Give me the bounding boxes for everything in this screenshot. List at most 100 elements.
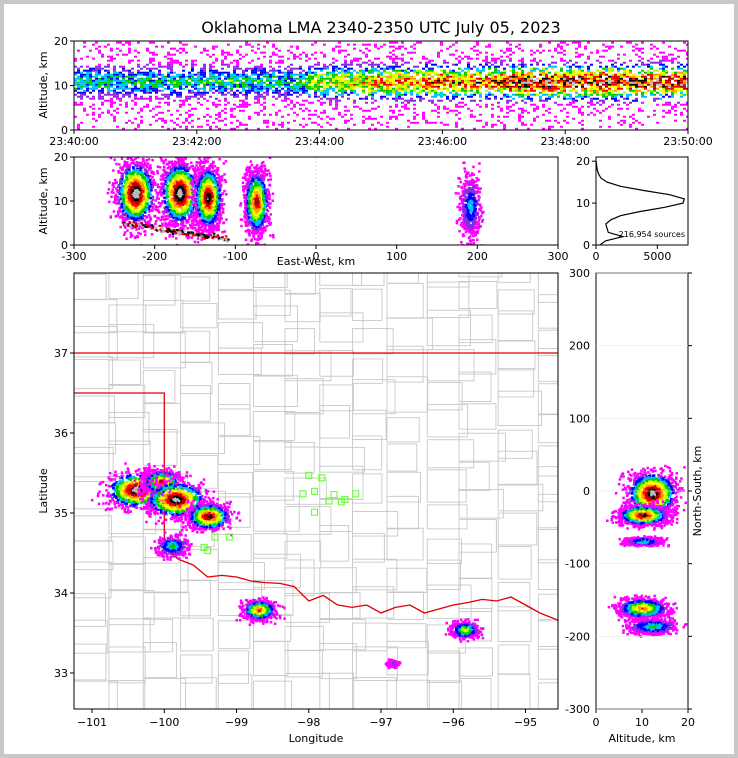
time-altitude-source-cell bbox=[518, 115, 521, 118]
time-altitude-source-cell bbox=[545, 81, 548, 84]
time-altitude-source-cell bbox=[161, 83, 164, 86]
time-altitude-source-cell bbox=[587, 81, 590, 84]
time-altitude-source-cell bbox=[422, 83, 425, 86]
time-altitude-source-cell bbox=[146, 71, 149, 74]
time-altitude-source-cell bbox=[113, 65, 116, 68]
time-altitude-source-cell bbox=[425, 93, 428, 96]
time-altitude-source-cell bbox=[440, 83, 443, 86]
time-altitude-source-cell bbox=[101, 75, 104, 78]
time-altitude-source-cell bbox=[635, 53, 638, 56]
time-altitude-source-cell bbox=[467, 89, 470, 92]
time-altitude-source-cell bbox=[143, 97, 146, 100]
time-altitude-source-cell bbox=[584, 79, 587, 82]
eastwest-source-cell bbox=[128, 175, 132, 178]
time-altitude-source-cell bbox=[344, 59, 347, 62]
time-altitude-source-cell bbox=[179, 93, 182, 96]
time-altitude-source-cell bbox=[275, 81, 278, 84]
time-altitude-source-cell bbox=[497, 87, 500, 90]
time-altitude-source-cell bbox=[131, 71, 134, 74]
eastwest-source-cell bbox=[140, 216, 144, 220]
time-altitude-source-cell bbox=[521, 73, 524, 76]
time-altitude-source-cell bbox=[341, 67, 344, 70]
time-altitude-source-cell bbox=[197, 77, 200, 80]
time-altitude-source-cell bbox=[554, 81, 557, 84]
time-altitude-source-cell bbox=[383, 43, 386, 46]
time-altitude-source-cell bbox=[308, 57, 311, 60]
eastwest-source-cell bbox=[128, 215, 132, 219]
time-altitude-source-cell bbox=[449, 81, 452, 84]
time-altitude-source-cell bbox=[200, 93, 203, 96]
time-altitude-source-cell bbox=[473, 79, 476, 82]
time-altitude-source-cell bbox=[260, 93, 263, 96]
time-altitude-source-cell bbox=[437, 91, 440, 94]
time-altitude-source-cell bbox=[203, 63, 206, 66]
time-altitude-source-cell bbox=[98, 81, 101, 84]
time-altitude-source-cell bbox=[113, 91, 116, 94]
time-altitude-source-cell bbox=[230, 73, 233, 76]
time-altitude-source-cell bbox=[254, 83, 257, 86]
eastwest-source-cell bbox=[130, 191, 133, 194]
time-altitude-source-cell bbox=[137, 87, 140, 90]
time-altitude-source-cell bbox=[662, 115, 665, 118]
time-altitude-source-cell bbox=[221, 61, 224, 64]
time-altitude-source-cell bbox=[518, 85, 521, 88]
time-altitude-source-cell bbox=[179, 79, 182, 82]
time-altitude-source-cell bbox=[470, 57, 473, 60]
time-altitude-source-cell bbox=[122, 81, 125, 84]
time-altitude-source-cell bbox=[533, 107, 536, 110]
time-altitude-source-cell bbox=[560, 69, 563, 72]
time-altitude-source-cell bbox=[320, 73, 323, 76]
time-altitude-source-cell bbox=[233, 93, 236, 96]
time-altitude-source-cell bbox=[281, 77, 284, 80]
eastwest-source-cell bbox=[123, 231, 127, 234]
time-altitude-source-cell bbox=[545, 73, 548, 76]
time-altitude-source-cell bbox=[143, 77, 146, 80]
time-altitude-source-cell bbox=[317, 99, 320, 102]
time-altitude-source-cell bbox=[668, 101, 671, 104]
eastwest-source-cell bbox=[172, 179, 176, 182]
eastwest-source-cell bbox=[147, 146, 150, 149]
eastwest-source-cell bbox=[137, 188, 141, 192]
eastwest-source-cell bbox=[152, 171, 155, 174]
time-altitude-source-cell bbox=[323, 83, 326, 86]
time-altitude-source-cell bbox=[245, 91, 248, 94]
time-altitude-source-cell bbox=[278, 95, 281, 98]
eastwest-source-cell bbox=[136, 169, 140, 172]
time-altitude-source-cell bbox=[98, 51, 101, 54]
time-altitude-source-cell bbox=[224, 93, 227, 96]
time-altitude-source-cell bbox=[491, 79, 494, 82]
time-altitude-source-cell bbox=[512, 89, 515, 92]
time-altitude-source-cell bbox=[416, 81, 419, 84]
time-altitude-source-cell bbox=[458, 81, 461, 84]
time-altitude-source-cell bbox=[233, 73, 236, 76]
eastwest-source-cell bbox=[148, 168, 151, 171]
time-altitude-source-cell bbox=[290, 77, 293, 80]
time-altitude-source-cell bbox=[80, 81, 83, 84]
time-altitude-source-cell bbox=[251, 89, 254, 92]
eastwest-source-cell bbox=[136, 163, 139, 167]
time-altitude-source-cell bbox=[248, 87, 251, 90]
time-altitude-source-cell bbox=[476, 49, 479, 52]
time-altitude-source-cell bbox=[350, 61, 353, 64]
time-altitude-source-cell bbox=[365, 55, 368, 58]
time-altitude-source-cell bbox=[281, 75, 284, 78]
time-altitude-source-cell bbox=[131, 107, 134, 110]
time-altitude-source-cell bbox=[383, 87, 386, 90]
time-altitude-source-cell bbox=[293, 91, 296, 94]
time-altitude-source-cell bbox=[620, 85, 623, 88]
time-altitude-source-cell bbox=[458, 89, 461, 92]
time-altitude-source-cell bbox=[656, 73, 659, 76]
time-altitude-source-cell bbox=[359, 73, 362, 76]
time-altitude-source-cell bbox=[476, 87, 479, 90]
time-altitude-source-cell bbox=[491, 125, 494, 128]
time-altitude-source-cell bbox=[590, 79, 593, 82]
time-altitude-source-cell bbox=[605, 49, 608, 52]
time-altitude-source-cell bbox=[521, 121, 524, 124]
time-altitude-source-cell bbox=[512, 97, 515, 100]
time-altitude-source-cell bbox=[473, 115, 476, 118]
time-altitude-source-cell bbox=[74, 89, 77, 92]
time-altitude-source-cell bbox=[539, 99, 542, 102]
time-altitude-source-cell bbox=[362, 89, 365, 92]
eastwest-source-cell bbox=[127, 211, 130, 215]
time-altitude-source-cell bbox=[560, 109, 563, 112]
